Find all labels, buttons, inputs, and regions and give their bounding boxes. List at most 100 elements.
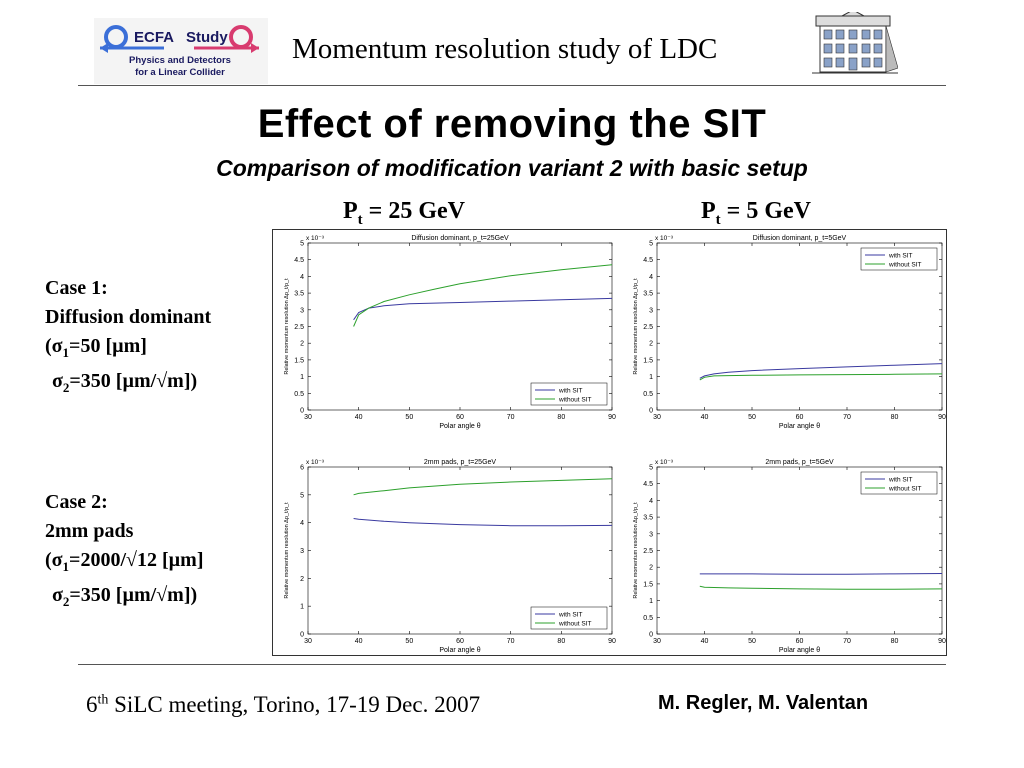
plot-area: [307, 242, 613, 411]
x-tick-label: 90: [938, 638, 946, 645]
legend-label: without SIT: [558, 621, 592, 628]
chart-panel-3: 2mm pads, p_t=25GeV x 10⁻³ 30 40 50 60 70 80 90 0…: [284, 459, 616, 654]
x-tick-label: 90: [608, 638, 616, 645]
col2-rest: = 5 GeV: [720, 198, 811, 224]
x-tick-label: 30: [304, 638, 312, 645]
x-tick-label: 90: [608, 414, 616, 421]
y-tick-label: 3: [649, 307, 653, 314]
y-tick-label: 0.5: [643, 391, 653, 398]
x-tick-label: 70: [843, 414, 851, 421]
meeting-sup: th: [97, 692, 109, 708]
plot-area: [656, 242, 943, 411]
x-tick-label: 60: [796, 414, 804, 421]
series-line-with-sit: [353, 518, 613, 527]
y-tick-label: 2: [649, 341, 653, 348]
y-exponent-label: x 10⁻³: [655, 459, 674, 466]
column-header-5gev: Pt = 5 GeV: [701, 198, 811, 229]
x-axis-label: Polar angle θ: [439, 423, 480, 430]
legend-label: without SIT: [888, 486, 922, 493]
y-tick-label: 5: [649, 465, 653, 472]
y-tick-label: 4: [300, 274, 304, 281]
series-line-without-sit: [353, 478, 613, 496]
case2-l4a: σ: [52, 584, 63, 606]
case1-line1: Case 1:: [45, 277, 108, 299]
logo-line1: Physics and Detectors: [129, 55, 231, 66]
case2-l3b: =2000/√12 [µm]: [69, 549, 204, 571]
footer-rule: [78, 664, 946, 665]
x-axis-label: Polar angle θ: [439, 647, 480, 654]
case1-l4sub: 2: [62, 380, 70, 395]
y-tick-label: 4.5: [643, 257, 653, 264]
series-line-without-sit: [353, 264, 613, 327]
ecfa-study-logo: ECFA Study Physics and Detectors for a L…: [94, 18, 268, 84]
y-tick-label: 1.5: [643, 357, 653, 364]
logo-ecfa-text: ECFA: [134, 29, 174, 46]
y-tick-label: 0.5: [294, 391, 304, 398]
case2-l4b: =350 [µm/√m]): [69, 584, 198, 606]
x-tick-label: 80: [557, 638, 565, 645]
y-tick-label: 1: [649, 374, 653, 381]
y-axis-label: Relative momentum resolution Δp_t/p_t: [633, 502, 639, 599]
author-sep: ,: [746, 692, 759, 714]
case1-l4a: σ: [52, 370, 63, 392]
col2-p: P: [701, 198, 716, 224]
x-tick-label: 50: [405, 638, 413, 645]
legend-label: without SIT: [558, 397, 592, 404]
slide-subtitle: Comparison of modification variant 2 wit…: [216, 155, 808, 181]
chart-title: 2mm pads, p_t=5GeV: [765, 459, 834, 466]
y-tick-label: 2.5: [643, 548, 653, 555]
author-2: M. Valentan: [758, 692, 869, 714]
case1-l4b: =350 [µm/√m]): [69, 370, 198, 392]
x-tick-label: 30: [653, 414, 661, 421]
y-axis-label: Relative momentum resolution Δp_t/p_t: [284, 502, 290, 599]
legend: with SIT without SIT: [530, 606, 608, 630]
x-tick-label: 50: [405, 414, 413, 421]
series-line-without-sit: [699, 373, 943, 381]
col2-sub: t: [715, 211, 721, 228]
series-line-with-sit: [699, 363, 943, 379]
y-tick-label: 3.5: [643, 515, 653, 522]
x-tick-label: 40: [701, 414, 709, 421]
y-tick-label: 1: [300, 374, 304, 381]
y-tick-label: 3: [649, 531, 653, 538]
case1-l3sub: 1: [62, 345, 70, 360]
header-rule: [78, 85, 946, 86]
x-tick-label: 30: [653, 638, 661, 645]
col1-rest: = 25 GeV: [362, 198, 465, 224]
figure-frame: [272, 229, 947, 656]
x-tick-label: 90: [938, 414, 946, 421]
y-tick-label: 3.5: [294, 291, 304, 298]
y-tick-label: 0: [300, 632, 304, 639]
footer-meeting: 6th SiLC meeting, Torino, 17-19 Dec. 200…: [86, 692, 480, 718]
case2-line3: (σ1=2000/√12 [µm]: [45, 546, 203, 581]
col1-p: P: [343, 198, 358, 224]
case1-l3a: (σ: [45, 335, 63, 357]
y-tick-label: 2: [300, 341, 304, 348]
legend-label: with SIT: [888, 253, 913, 260]
col1-sub: t: [357, 211, 363, 228]
column-header-25gev: Pt = 25 GeV: [343, 198, 465, 229]
y-tick-label: 3.5: [643, 291, 653, 298]
y-tick-label: 3: [300, 307, 304, 314]
y-tick-label: 1: [649, 598, 653, 605]
case2-l3a: (σ: [45, 549, 63, 571]
series-line-with-sit: [353, 297, 613, 321]
x-tick-label: 60: [456, 414, 464, 421]
y-tick-label: 4: [649, 498, 653, 505]
y-tick-label: 6: [300, 465, 304, 472]
legend: with SIT without SIT: [530, 382, 608, 406]
logo-line2: for a Linear Collider: [135, 67, 225, 78]
plot-area: [307, 466, 613, 635]
y-tick-label: 2.5: [643, 324, 653, 331]
y-tick-label: 0: [649, 632, 653, 639]
y-axis-label: Relative momentum resolution Δp_t/p_t: [284, 278, 290, 375]
case2-line4: σ2=350 [µm/√m]): [45, 581, 203, 616]
y-tick-label: 2: [300, 576, 304, 583]
x-tick-label: 40: [355, 638, 363, 645]
meeting-rest: SiLC meeting, Torino, 17-19 Dec. 2007: [108, 692, 481, 717]
case1-line3: (σ1=50 [µm]: [45, 332, 211, 367]
y-axis-label: Relative momentum resolution Δp_t/p_t: [633, 278, 639, 375]
